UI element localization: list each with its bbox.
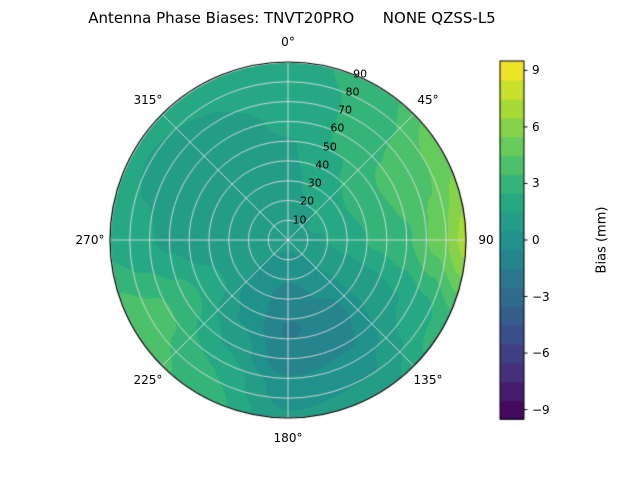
- radial-tick-label: 30: [307, 176, 322, 190]
- theta-tick-label: 0°: [281, 35, 295, 49]
- colorbar-tick-label: 3: [532, 176, 540, 191]
- radial-tick-label: 90: [353, 67, 368, 81]
- radial-tick-label: 10: [292, 213, 307, 227]
- colorbar-tick-label: −3: [532, 289, 550, 304]
- radial-tick-label: 70: [337, 103, 352, 117]
- radial-tick-label: 20: [300, 194, 315, 208]
- theta-tick-label: 225°: [133, 373, 163, 387]
- colorbar-tick-label: −6: [532, 346, 550, 361]
- radial-tick-label: 60: [330, 121, 345, 135]
- theta-tick-label: 45°: [417, 92, 439, 107]
- theta-tick-label: 135°: [413, 373, 443, 387]
- radial-tick-label: 50: [322, 140, 337, 154]
- theta-tick-label: 180°: [273, 431, 303, 445]
- chart-title: Antenna Phase Biases: TNVT20PRO NONE QZS…: [88, 9, 496, 27]
- radial-tick-label: 80: [345, 85, 360, 99]
- colorbar-tick-label: 0: [532, 233, 540, 247]
- colorbar-tick-label: −9: [532, 402, 550, 417]
- colorbar-axis-label: Bias (mm): [594, 206, 610, 274]
- theta-tick-label: 270°: [75, 233, 105, 247]
- colorbar-tick-label: 9: [532, 63, 540, 78]
- radial-tick-label: 40: [315, 158, 330, 172]
- theta-tick-label: 315°: [133, 92, 163, 107]
- theta-tick-label: 90: [478, 233, 494, 247]
- colorbar-tick-label: 6: [532, 119, 540, 134]
